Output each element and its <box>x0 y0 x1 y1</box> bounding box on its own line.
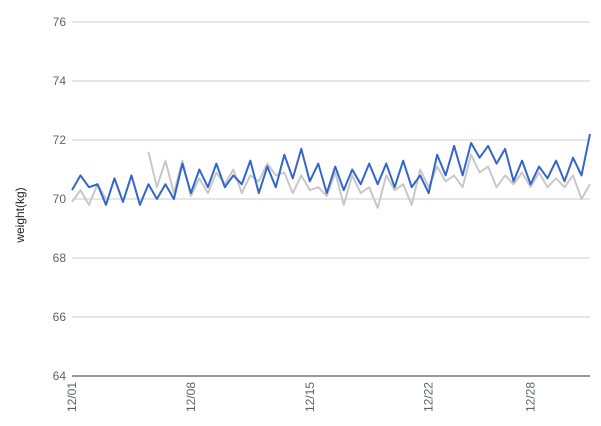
y-axis-title: weight(kg) <box>13 187 27 243</box>
y-tick-label: 70 <box>53 192 67 206</box>
x-axis: 12/01 12/08 12/15 12/22 12/28 <box>65 382 538 412</box>
y-tick-label: 76 <box>53 15 67 29</box>
gridlines <box>72 21 590 377</box>
y-tick-label: 74 <box>53 74 67 88</box>
series-line-blue <box>71 133 591 206</box>
x-tick-label: 12/22 <box>422 382 436 412</box>
y-tick-label: 64 <box>53 369 67 383</box>
series-lines <box>71 133 591 209</box>
x-tick-label: 12/08 <box>184 382 198 412</box>
x-tick-label: 12/15 <box>303 382 317 412</box>
y-tick-label: 66 <box>53 310 67 324</box>
y-axis: 64 66 68 70 72 74 76 <box>53 15 67 383</box>
y-tick-label: 68 <box>53 251 67 265</box>
x-tick-label: 12/01 <box>65 382 79 412</box>
x-tick-label: 12/28 <box>524 382 538 412</box>
y-tick-label: 72 <box>53 133 67 147</box>
